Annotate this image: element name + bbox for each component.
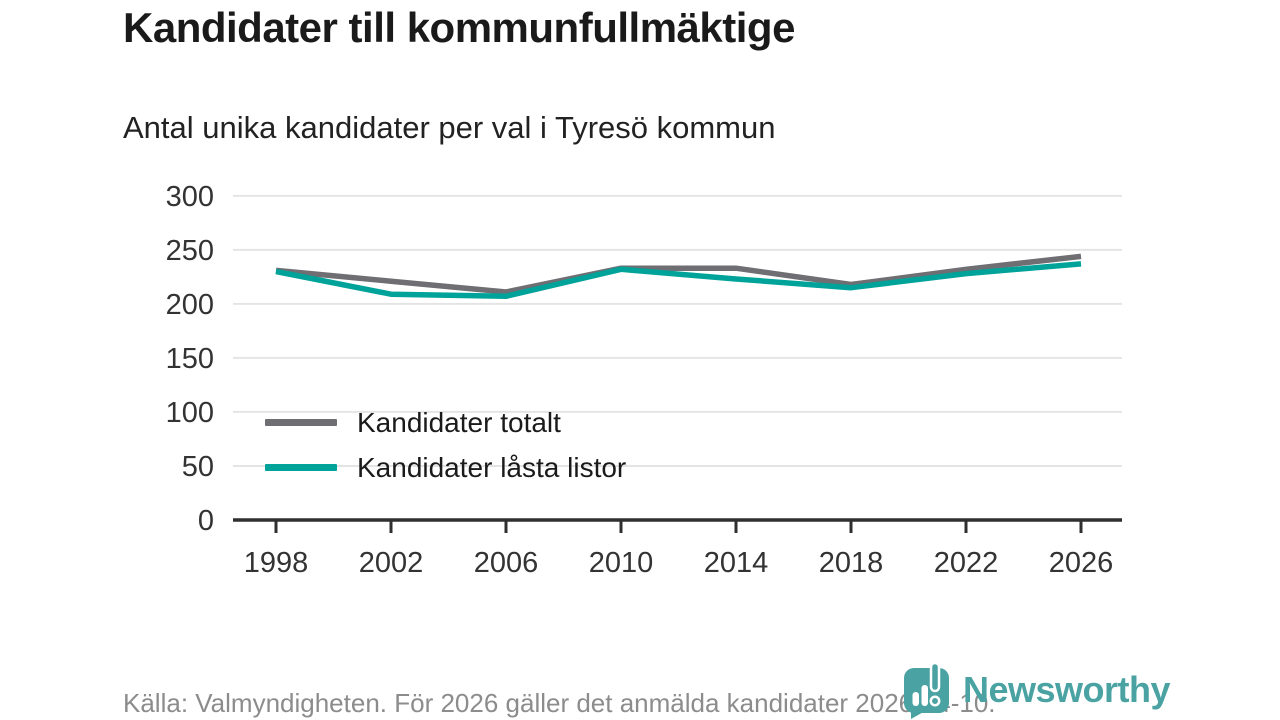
y-axis-tick-label: 250 xyxy=(166,235,214,267)
y-axis-tick-label: 150 xyxy=(166,343,214,375)
x-axis-tick-label: 2002 xyxy=(359,547,424,579)
x-axis-tick-label: 1998 xyxy=(244,547,309,579)
source-note: Källa: Valmyndigheten. För 2026 gäller d… xyxy=(123,688,996,718)
newsworthy-wordmark: Newsworthy xyxy=(963,669,1171,710)
chart-legend: Kandidater totalt Kandidater låsta listo… xyxy=(265,400,626,490)
y-axis-tick-label: 0 xyxy=(198,505,214,537)
y-axis-tick-label: 100 xyxy=(166,397,214,429)
chart-subtitle: Antal unika kandidater per val i Tyresö … xyxy=(123,110,776,145)
x-axis-tick-label: 2022 xyxy=(934,547,999,579)
x-axis-tick-label: 2018 xyxy=(819,547,884,579)
legend-swatch-lasta-listor xyxy=(265,464,337,471)
page-title: Kandidater till kommunfullmäktige xyxy=(123,4,795,51)
x-axis-tick-label: 2006 xyxy=(474,547,539,579)
x-axis-tick-label: 2010 xyxy=(589,547,654,579)
newsworthy-pin-barchart-icon xyxy=(904,661,949,719)
x-axis-tick-label: 2014 xyxy=(704,547,769,579)
y-axis-tick-label: 200 xyxy=(166,289,214,321)
x-axis-tick-label: 2026 xyxy=(1049,547,1114,579)
y-axis-tick-label: 50 xyxy=(182,451,214,483)
legend-swatch-totalt xyxy=(265,419,337,426)
legend-label-totalt: Kandidater totalt xyxy=(357,406,561,438)
legend-label-lasta-listor: Kandidater låsta listor xyxy=(357,451,627,483)
series-line-totalt xyxy=(275,253,1082,295)
y-axis-tick-label: 300 xyxy=(166,181,214,213)
legend-item-lasta-listor: Kandidater låsta listor xyxy=(265,445,626,490)
legend-item-totalt: Kandidater totalt xyxy=(265,400,626,445)
series-line-lasta-listor xyxy=(275,261,1082,300)
newsworthy-logo: Newsworthy xyxy=(903,661,1171,719)
